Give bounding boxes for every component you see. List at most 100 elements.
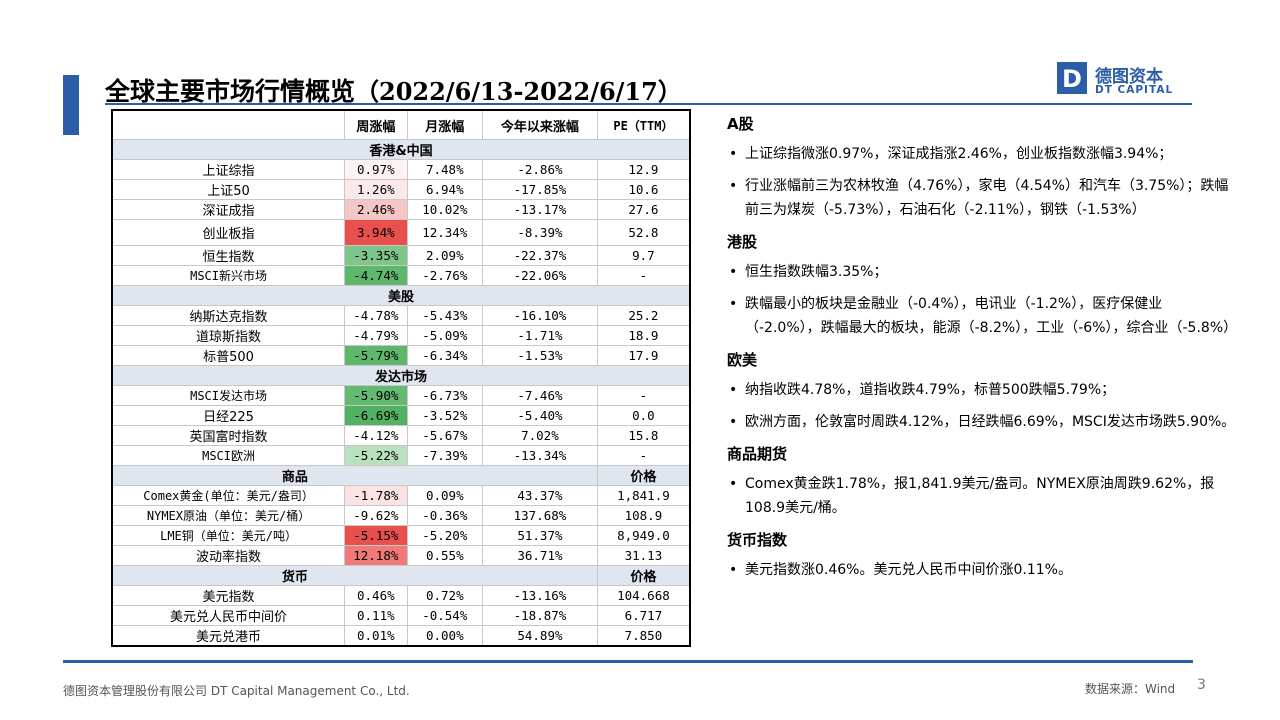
pe-or-price: 108.9	[596, 505, 691, 526]
row-name: 纳斯达克指数	[111, 305, 346, 326]
header-cell: 今年以来涨幅	[482, 109, 598, 140]
section-title: 货币	[111, 565, 598, 586]
commentary-heading: 货币指数	[727, 531, 788, 549]
row-name: 深证成指	[111, 199, 346, 220]
ytd-change: -1.53%	[482, 345, 598, 366]
monthly-change: -2.76%	[406, 265, 484, 286]
section-row: 美股	[111, 285, 691, 306]
table-row: NYMEX原油（单位：美元/桶） -9.62% -0.36% 137.68% 108.9	[111, 505, 691, 526]
commentary-list: Comex黄金跌1.78%，报1,841.9美元/盎司。NYMEX原油周跌9.6…	[727, 472, 1237, 520]
weekly-change: -6.69%	[344, 405, 408, 426]
commentary-bullet: 欧洲方面，伦敦富时周跌4.12%，日经跌幅6.69%，MSCI发达市场跌5.90…	[727, 410, 1237, 434]
ytd-change: 43.37%	[482, 485, 598, 506]
ytd-change: -13.16%	[482, 585, 598, 606]
row-name: 创业板指	[111, 219, 346, 246]
row-name: Comex黄金(单位：美元/盎司）	[111, 485, 346, 506]
weekly-change: -4.79%	[344, 325, 408, 346]
weekly-change: -4.12%	[344, 425, 408, 446]
table-row: 美元兑人民币中间价 0.11% -0.54% -18.87% 6.717	[111, 605, 691, 626]
header-cell: 月涨幅	[406, 109, 484, 140]
weekly-change: -3.35%	[344, 245, 408, 266]
monthly-change: 10.02%	[406, 199, 484, 220]
table-row: 道琼斯指数 -4.79% -5.09% -1.71% 18.9	[111, 325, 691, 346]
monthly-change: 0.55%	[406, 545, 484, 566]
monthly-change: 12.34%	[406, 219, 484, 246]
table-row: Comex黄金(单位：美元/盎司） -1.78% 0.09% 43.37% 1,841.…	[111, 485, 691, 506]
table-row: 创业板指 3.94% 12.34% -8.39% 52.8	[111, 219, 691, 246]
weekly-change: 0.11%	[344, 605, 408, 626]
weekly-change: -5.22%	[344, 445, 408, 466]
row-name: 上证50	[111, 179, 346, 200]
weekly-change: 1.26%	[344, 179, 408, 200]
footer-rule	[63, 660, 1193, 663]
pe-or-price: 104.668	[596, 585, 691, 606]
weekly-change: -9.62%	[344, 505, 408, 526]
monthly-change: -7.39%	[406, 445, 484, 466]
weekly-change: 0.46%	[344, 585, 408, 606]
monthly-change: -6.73%	[406, 385, 484, 406]
section-title: 香港&中国	[111, 139, 691, 160]
ytd-change: -1.71%	[482, 325, 598, 346]
row-name: 英国富时指数	[111, 425, 346, 446]
pe-or-price: 0.0	[596, 405, 691, 426]
row-name: MSCI新兴市场	[111, 265, 346, 286]
row-name: 日经225	[111, 405, 346, 426]
monthly-change: -5.09%	[406, 325, 484, 346]
commentary-bullet: 行业涨幅前三为农林牧渔（4.76%），家电（4.54%）和汽车（3.75%）；跌…	[727, 174, 1237, 222]
page-title-date: （2022/6/13-2022/6/17）	[355, 77, 682, 106]
weekly-change: -4.74%	[344, 265, 408, 286]
ytd-change: -22.06%	[482, 265, 598, 286]
pe-or-price: 12.9	[596, 159, 691, 180]
commentary-bullet: 纳指收跌4.78%，道指收跌4.79%，标普500跌幅5.79%；	[727, 378, 1237, 402]
ytd-change: 7.02%	[482, 425, 598, 446]
table-row: 美元兑港币 0.01% 0.00% 54.89% 7.850	[111, 625, 691, 647]
footer-source: 数据来源：Wind	[1085, 682, 1176, 696]
pe-or-price: 9.7	[596, 245, 691, 266]
commentary-bullet: 恒生指数跌幅3.35%；	[727, 260, 1237, 284]
weekly-change: -5.79%	[344, 345, 408, 366]
table-row: 恒生指数 -3.35% 2.09% -22.37% 9.7	[111, 245, 691, 266]
monthly-change: 2.09%	[406, 245, 484, 266]
section-row: 商品 价格	[111, 465, 691, 486]
commentary-panel: A股上证综指微涨0.97%，深证成指涨2.46%，创业板指数涨幅3.94%； 行业…	[727, 112, 1237, 590]
pe-or-price: 52.8	[596, 219, 691, 246]
row-name: MSCI欧洲	[111, 445, 346, 466]
ytd-change: -22.37%	[482, 245, 598, 266]
pe-or-price: 27.6	[596, 199, 691, 220]
commentary-heading: 欧美	[727, 351, 758, 369]
ytd-change: -16.10%	[482, 305, 598, 326]
monthly-change: -3.52%	[406, 405, 484, 426]
commentary-bullet: 美元指数涨0.46%。美元兑人民币中间价涨0.11%。	[727, 558, 1237, 582]
ytd-change: -17.85%	[482, 179, 598, 200]
pe-or-price: 18.9	[596, 325, 691, 346]
pe-or-price: -	[596, 265, 691, 286]
market-table: 周涨幅 月涨幅 今年以来涨幅 PE（TTM） 香港&中国 上证综指 0.97% 7.4…	[111, 109, 691, 647]
pe-or-price: -	[596, 385, 691, 406]
table-row: 标普500 -5.79% -6.34% -1.53% 17.9	[111, 345, 691, 366]
commentary-heading: 商品期货	[727, 445, 788, 463]
header-cell: PE（TTM）	[596, 109, 691, 140]
section-row: 发达市场	[111, 365, 691, 386]
weekly-change: -1.78%	[344, 485, 408, 506]
section-row: 香港&中国	[111, 139, 691, 160]
commentary-heading: A股	[727, 115, 754, 133]
page-title: 全球主要市场行情概览（2022/6/13-2022/6/17）	[105, 72, 682, 108]
company-logo: D 德图资本 DT CAPITAL	[1057, 62, 1197, 100]
ytd-change: 36.71%	[482, 545, 598, 566]
monthly-change: 0.09%	[406, 485, 484, 506]
row-name: NYMEX原油（单位：美元/桶）	[111, 505, 346, 526]
pe-or-price: 25.2	[596, 305, 691, 326]
weekly-change: 3.94%	[344, 219, 408, 246]
row-name: 美元兑人民币中间价	[111, 605, 346, 626]
monthly-change: -6.34%	[406, 345, 484, 366]
weekly-change: 12.18%	[344, 545, 408, 566]
page-number: 3	[1197, 677, 1206, 693]
ytd-change: 51.37%	[482, 525, 598, 546]
title-accent-bar	[63, 75, 79, 135]
ytd-change: -5.40%	[482, 405, 598, 426]
ytd-change: -7.46%	[482, 385, 598, 406]
table-row: 日经225 -6.69% -3.52% -5.40% 0.0	[111, 405, 691, 426]
table-header-row: 周涨幅 月涨幅 今年以来涨幅 PE（TTM）	[111, 109, 691, 140]
monthly-change: -0.54%	[406, 605, 484, 626]
commentary-list: 美元指数涨0.46%。美元兑人民币中间价涨0.11%。	[727, 558, 1237, 582]
